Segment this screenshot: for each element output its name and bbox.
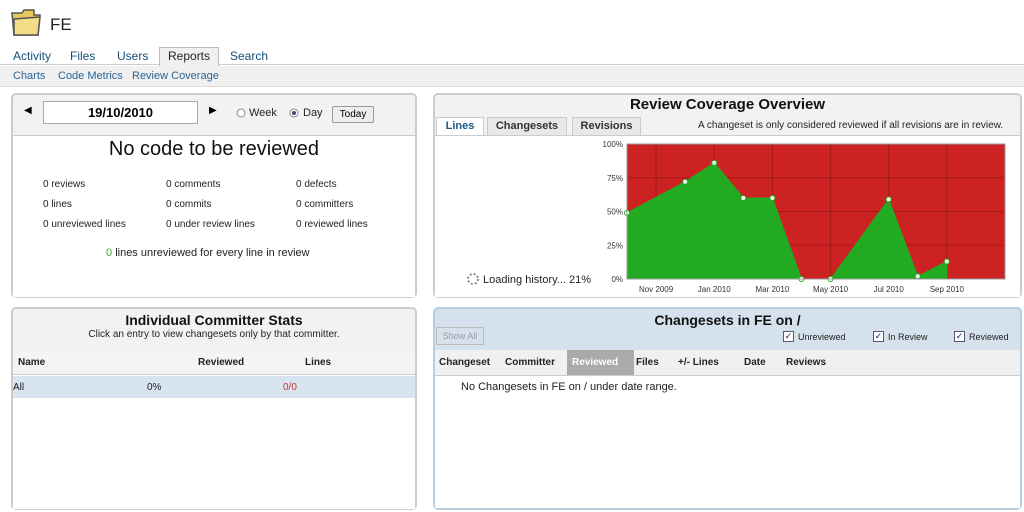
committer-title: Individual Committer Stats: [125, 312, 303, 328]
column-header[interactable]: Files: [636, 357, 659, 368]
changesets-header: [435, 350, 1020, 376]
y-tick-label: 75%: [607, 174, 623, 183]
stat: 0 defects: [296, 179, 337, 190]
column-header: Reviewed: [198, 357, 245, 368]
date-panel-body: [13, 135, 415, 297]
checkbox[interactable]: ✓: [783, 331, 794, 342]
point: [943, 258, 950, 265]
sub-tab[interactable]: Charts: [13, 70, 46, 82]
stat: 0 lines: [43, 199, 72, 210]
stat: 0 under review lines: [166, 219, 255, 230]
committer-subtitle: Click an entry to view changesets only b…: [88, 329, 340, 340]
nav-tab[interactable]: Files: [70, 49, 96, 63]
y-tick-label: 100%: [603, 140, 623, 149]
committer-header: [13, 349, 415, 375]
column-header[interactable]: Committer: [505, 357, 556, 368]
committer-row[interactable]: [13, 376, 415, 398]
empty-message: No Changesets in FE on / under date rang…: [461, 381, 677, 393]
stat: 0 reviews: [43, 179, 86, 190]
column-header[interactable]: Changeset: [439, 357, 491, 368]
radio-day[interactable]: [289, 108, 299, 118]
ratio-text: lines unreviewed for every line in revie…: [115, 247, 310, 259]
nav-tab[interactable]: Reports: [159, 47, 220, 66]
stat: 0 unreviewed lines: [43, 219, 126, 230]
chart: 0% 25% 50% 75% 100% Nov 2009 Jan 2010 Mar 2010 M…: [603, 140, 1006, 294]
date-input[interactable]: 19/10/2010: [43, 101, 198, 124]
chart-tab[interactable]: Changesets: [487, 117, 567, 135]
column-header[interactable]: +/- Lines: [678, 357, 719, 368]
chart-tab[interactable]: Revisions: [572, 117, 641, 135]
loading-text: Loading history... 21%: [483, 274, 592, 286]
chart-tab[interactable]: Lines: [436, 117, 484, 135]
filter-label: Unreviewed: [798, 332, 846, 342]
show-all-button[interactable]: Show All: [436, 327, 484, 345]
tab-divider: [0, 64, 1024, 65]
week-label: Week: [249, 107, 277, 119]
checkbox[interactable]: ✓: [873, 331, 884, 342]
radio-week[interactable]: [236, 108, 246, 118]
point: [885, 196, 892, 203]
point: [769, 195, 776, 201]
chart-title: Review Coverage Overview: [629, 96, 826, 113]
nav-tab[interactable]: Search: [230, 49, 269, 63]
x-tick-label: Jan 2010: [698, 285, 731, 294]
today-button[interactable]: Today: [332, 106, 374, 123]
sub-tab[interactable]: Code Metrics: [58, 70, 123, 82]
x-tick-label: Nov 2009: [639, 285, 674, 294]
plot-border: [626, 143, 1006, 280]
stat: 0 commits: [166, 199, 212, 210]
nav-tab[interactable]: Activity: [13, 49, 52, 63]
project-title: FE: [50, 15, 72, 34]
filter-label: In Review: [888, 332, 928, 342]
stat: 0 comments: [166, 179, 221, 190]
column-header: Lines: [305, 357, 332, 368]
date-panel: [11, 93, 417, 298]
sub-tab[interactable]: Review Coverage: [132, 70, 219, 82]
point: [682, 178, 689, 185]
changesets-panel: [433, 307, 1022, 510]
changesets-body: [435, 376, 1020, 508]
ratio-line: 0 lines unreviewed for every line in rev…: [106, 247, 310, 259]
filter-label: Reviewed: [969, 332, 1009, 342]
nav-tab[interactable]: Users: [117, 49, 149, 63]
subnav-bar: [0, 66, 1024, 87]
column-header[interactable]: Reviews: [786, 357, 827, 368]
prev-button[interactable]: ◀: [24, 105, 32, 116]
folder-icon: [11, 9, 41, 36]
committer-cell: 0%: [147, 382, 162, 393]
checkbox[interactable]: ✓: [954, 331, 965, 342]
column-header[interactable]: Reviewed: [567, 350, 635, 375]
x-tick-label: Sep 2010: [930, 285, 965, 294]
x-tick-label: Mar 2010: [755, 285, 789, 294]
point: [740, 195, 747, 201]
committer-cell: All: [13, 382, 25, 393]
spinner: [467, 273, 479, 285]
x-tick-label: Jul 2010: [874, 285, 905, 294]
committer-panel: [11, 307, 417, 510]
day-label: Day: [303, 107, 323, 119]
point: [711, 159, 718, 166]
stat: 0 reviewed lines: [296, 219, 368, 230]
column-header[interactable]: Date: [744, 357, 766, 368]
committer-body: [13, 349, 415, 509]
committer-cell: 0/0: [283, 382, 297, 393]
stat: 0 committers: [296, 199, 354, 210]
next-button[interactable]: ▶: [209, 105, 217, 116]
changesets-title: Changesets in FE on /: [654, 312, 801, 328]
chart-note: A changeset is only considered reviewed …: [698, 120, 1004, 131]
y-tick-label: 0%: [611, 275, 623, 284]
review-heading: No code to be reviewed: [108, 138, 320, 160]
ratio-value: 0: [106, 247, 113, 259]
x-tick-label: May 2010: [813, 285, 849, 294]
y-tick-label: 25%: [607, 241, 623, 250]
y-tick-label: 50%: [607, 208, 623, 217]
point: [914, 273, 921, 280]
column-header: Name: [18, 357, 46, 368]
